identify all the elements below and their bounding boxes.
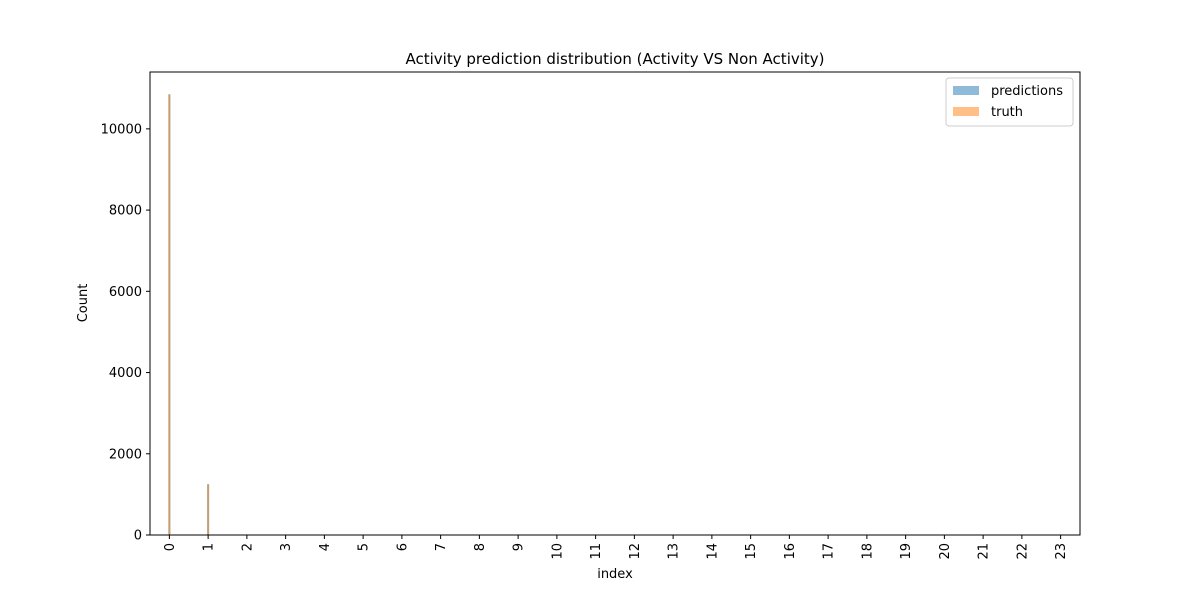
x-tick-label-13: 13	[667, 543, 682, 560]
legend-label-predictions: predictions	[991, 84, 1063, 99]
y-tick-label-10000: 10000	[101, 122, 142, 137]
x-tick-label-14: 14	[705, 543, 720, 560]
legend-label-truth: truth	[991, 105, 1023, 120]
x-tick-label-6: 6	[395, 543, 410, 551]
x-tick-label-17: 17	[822, 543, 837, 560]
x-tick-label-5: 5	[357, 543, 372, 551]
bar-truth-1	[207, 484, 210, 535]
y-tick-label-0: 0	[134, 529, 142, 544]
x-tick-label-4: 4	[318, 543, 333, 551]
legend-swatch-truth	[953, 107, 979, 116]
x-tick-label-2: 2	[240, 543, 255, 551]
x-tick-label-8: 8	[473, 543, 488, 551]
x-tick-label-3: 3	[279, 543, 294, 551]
x-tick-label-11: 11	[589, 543, 604, 560]
x-tick-label-23: 23	[1054, 543, 1069, 560]
x-tick-label-12: 12	[628, 543, 643, 560]
x-tick-label-7: 7	[434, 543, 449, 551]
x-tick-label-0: 0	[163, 543, 178, 551]
x-tick-label-15: 15	[744, 543, 759, 560]
plot-area: 0 1 2 3 4 5 6 7 8 9 10 11 12 13 14 15 16 17 18 19 20 21 22 2302…	[101, 71, 1081, 560]
x-tick-label-21: 21	[977, 543, 992, 560]
x-tick-label-1: 1	[202, 543, 217, 551]
legend: predictions truth	[945, 77, 1074, 127]
x-tick-label-16: 16	[783, 543, 798, 560]
x-tick-label-20: 20	[938, 543, 953, 560]
y-axis-label: Count	[76, 284, 91, 323]
x-axis-label: index	[597, 567, 633, 582]
x-tick-label-10: 10	[550, 543, 565, 560]
legend-swatch-predictions	[953, 86, 979, 95]
y-tick-label-6000: 6000	[109, 285, 142, 300]
x-tick-label-18: 18	[860, 543, 875, 560]
y-tick-label-8000: 8000	[109, 204, 142, 219]
x-tick-label-22: 22	[1015, 543, 1030, 560]
plot-frame	[149, 71, 1081, 536]
chart-title: Activity prediction distribution (Activi…	[405, 50, 824, 68]
y-tick-label-2000: 2000	[109, 447, 142, 462]
bar-truth-0	[168, 94, 171, 536]
x-tick-label-19: 19	[899, 543, 914, 560]
x-tick-label-9: 9	[512, 543, 527, 551]
y-tick-label-4000: 4000	[109, 366, 142, 381]
